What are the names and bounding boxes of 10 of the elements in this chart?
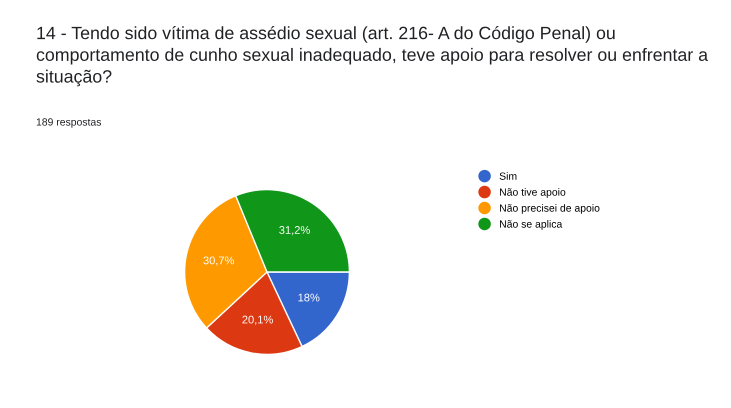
data-label: 31,2% (279, 226, 310, 236)
legend-label: Não precisei de apoio (500, 204, 600, 214)
chart-title: 14 - Tendo sido vítima de assédio sexual (art. 216- A do Código Penal) ou comportamento de cunho sexual inadequado, teve apoio para resolver ou enfrentar a situação? (36, 26, 708, 86)
text: 189 respostas (36, 118, 102, 128)
legend-label: Sim (500, 172, 516, 180)
data-label: 30,7% (203, 256, 234, 266)
legend-label: Não se aplica (500, 220, 562, 230)
data-label: 18% (298, 294, 320, 302)
data-label: 20,1% (242, 316, 273, 325)
legend-label: Não tive apoio (500, 188, 566, 198)
